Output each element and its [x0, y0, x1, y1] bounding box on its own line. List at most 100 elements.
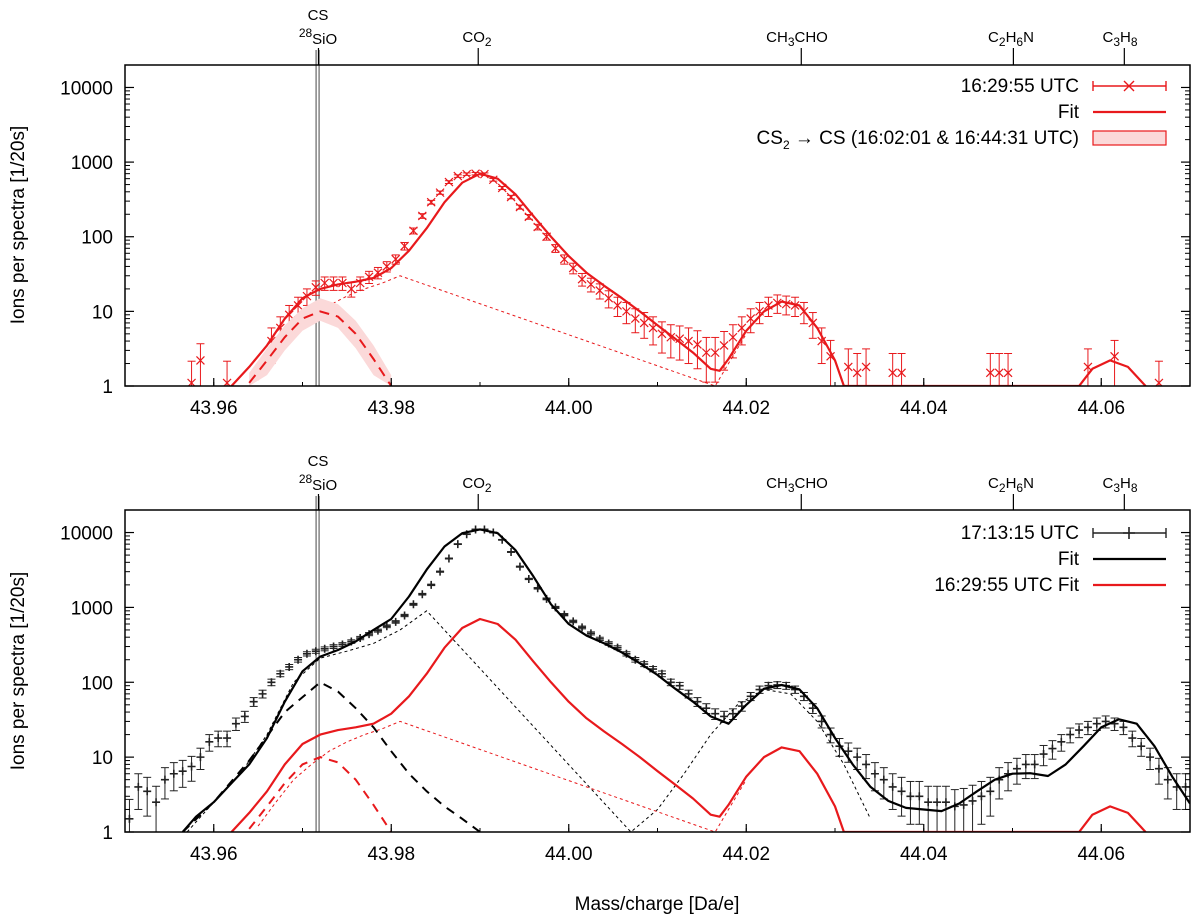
top-xtick-label-3: 44.02: [722, 398, 770, 419]
top-series-16-29-55-utc-point: [746, 308, 756, 334]
top-ytick-label-2: 100: [81, 228, 113, 249]
top-series-16-29-55-utc-point: [435, 188, 445, 198]
bottom-series-17-13-15-utc-point: [329, 642, 338, 651]
top-label-cs: CS: [308, 7, 329, 24]
top-series-16-29-55-utc-point: [790, 296, 800, 317]
bottom-series-17-13-15-utc-point: [294, 655, 303, 664]
bottom-y-axis-title: Ions per spectra [1/20s]: [8, 572, 29, 771]
bottom-axes-frame: [124, 509, 1191, 833]
bottom-series-17-13-15-utc-point: [578, 623, 587, 632]
bottom-series-17-13-15-utc-point: [1083, 720, 1092, 736]
top-legend-sample-data: [1092, 80, 1167, 92]
bottom-legend: 17:13:15 UTC Fit 16:29:55 UTC Fit: [934, 523, 1167, 596]
top-series-16-29-55-utc-point: [355, 276, 365, 291]
bottom-series-17-13-15-utc-point: [160, 767, 169, 800]
top-legend-entry-data: 16:29:55 UTC: [961, 76, 1079, 97]
bottom-legend-sample-data: [1092, 527, 1167, 539]
bottom-series-17-13-15-utc-point: [196, 747, 205, 770]
bottom-xtick-label-0: 43.96: [190, 844, 238, 865]
top-series-16-29-55-utc-point: [737, 316, 747, 346]
bottom-series-17-13-15-utc-point: [143, 776, 152, 817]
top-legend-entry-fit: Fit: [1058, 102, 1080, 123]
top-series-16-29-55-utc-point: [1110, 339, 1119, 386]
bottom-series-17-13-15-utc-point: [1039, 744, 1048, 767]
bottom-series-17-13-15-utc-point: [409, 600, 418, 609]
bottom-series-17-13-15-utc-point: [1057, 734, 1066, 752]
top-ytick-label-1: 10: [92, 302, 113, 323]
top-series-16-29-55-utc-point: [426, 197, 436, 207]
bottom-series-17-13-15-utc-point: [187, 755, 196, 782]
bottom-series-17-13-15-utc-point: [152, 785, 161, 832]
top-series-16-29-55-utc-point: [613, 296, 622, 317]
bottom-xtick-label-5: 44.06: [1077, 844, 1125, 865]
top-label-28sio: 28SiO: [299, 26, 337, 48]
top-series-16-29-55-utc-point: [187, 360, 196, 386]
bottom-series-17-13-15-utc-point: [231, 717, 240, 731]
top-series-16-29-55-utc-point: [639, 312, 649, 339]
bottom-series-17-13-15-utc-point: [950, 789, 959, 832]
bottom-ytick-label-2: 100: [81, 673, 113, 694]
bottom-ytick-label-1: 10: [92, 748, 113, 769]
bottom-series-17-13-15-utc-point: [569, 617, 578, 626]
bottom-series-17-13-15-utc-point: [240, 710, 249, 723]
bottom-series-17-13-15-utc-point: [515, 562, 524, 571]
bottom-series-17-13-15-utc-point: [1128, 730, 1137, 748]
bottom-label-cs: CS: [308, 453, 329, 470]
bottom-legend-entry-prev-fit: 16:29:55 UTC Fit: [934, 575, 1079, 596]
top-series-16-29-55-utc-point: [701, 336, 711, 383]
bottom-ytick-label-4: 10000: [60, 524, 113, 545]
bottom-series-17-13-15-utc-point: [862, 754, 871, 780]
top-legend: 16:29:55 UTC Fit CS2 → CS (16:02:01 & 16…: [757, 76, 1167, 152]
top-series-16-29-55-utc-point: [196, 343, 205, 386]
bottom-series-fit-line: [181, 528, 1190, 832]
top-series-16-29-55-utc-point: [453, 171, 463, 181]
bottom-series-17-13-15-utc-point: [524, 574, 533, 583]
bottom-series-17-13-15-utc-point: [267, 678, 276, 687]
bottom-series-17-13-15-utc-point: [870, 762, 879, 792]
bottom-series-17-13-15-utc-point: [427, 580, 436, 589]
x-axis-title: Mass/charge [Da/e]: [575, 894, 740, 915]
top-series-16-29-55-utc-point: [409, 226, 418, 236]
bottom-legend-entry-fit: Fit: [1058, 549, 1080, 570]
top-series-16-29-55-utc-point: [1154, 360, 1164, 386]
top-legend-entry-cs2: CS2 → CS (16:02:01 & 16:44:31 UTC): [757, 128, 1079, 152]
bottom-label-ch3cho: CH3CHO: [766, 475, 828, 495]
bottom-series-17-13-15-utc-point: [258, 689, 267, 699]
top-series-16-29-55-utc-point: [506, 192, 516, 202]
top-series-16-29-55-utc-point: [444, 177, 454, 187]
top-series-16-29-55-utc-point: [693, 330, 702, 370]
top-series-16-29-55-utc-point: [666, 324, 676, 359]
bottom-ytick-label-3: 1000: [71, 598, 113, 619]
bottom-series-17-13-15-utc-point: [906, 780, 915, 825]
bottom-series-17-13-15-utc-point: [586, 629, 595, 638]
top-ytick-label-4: 10000: [60, 78, 113, 99]
top-ticks: 43.96 43.98 44.00 44.02 44.04 44.06 1 10 100 1000…: [60, 64, 1191, 419]
bottom-series-17-13-15-utc-point: [675, 681, 684, 690]
bottom-series-17-13-15-utc-point: [436, 567, 445, 576]
top-series-cs2-cs-16-02-01-16-44-31-utc-line: [248, 310, 393, 386]
bottom-series-17-13-15-utc-point: [400, 611, 409, 620]
bottom-xtick-label-1: 43.98: [367, 844, 415, 865]
top-panel: 43.96 43.98 44.00 44.02 44.04 44.06 1 10 100 1000…: [8, 7, 1191, 419]
bottom-ticks: 43.96 43.98 44.00 44.02 44.04 44.06 1 10 100 1000…: [60, 509, 1191, 865]
bottom-series-17-13-15-utc-point: [302, 649, 311, 658]
top-xtick-label-0: 43.96: [190, 398, 238, 419]
bottom-series-17-13-15-utc-point: [418, 590, 427, 599]
top-series-16-29-55-utc-point: [568, 262, 578, 275]
top-xtick-label-2: 44.00: [545, 398, 593, 419]
bottom-series-17-13-15-utc-point: [214, 730, 223, 748]
top-label-co2: CO2: [462, 29, 492, 49]
bottom-series-17-13-15-utc-point: [205, 734, 214, 752]
top-series-16-29-55-utc-point: [985, 353, 995, 386]
bottom-plot-area: [125, 525, 1190, 832]
bottom-series-17-13-15-utc-point: [1012, 757, 1021, 785]
top-series-16-29-55-utc-point: [417, 211, 427, 221]
top-xtick-label-1: 43.98: [367, 398, 415, 419]
top-series-16-29-55-utc-point: [1003, 353, 1013, 386]
bottom-series-17-13-15-utc-point: [1119, 720, 1128, 736]
bottom-series-17-13-15-utc-point: [897, 776, 906, 817]
top-xtick-label-4: 44.04: [900, 398, 948, 419]
bottom-label-28sio: 28SiO: [299, 472, 337, 494]
bottom-molecule-markers: [315, 494, 1125, 832]
